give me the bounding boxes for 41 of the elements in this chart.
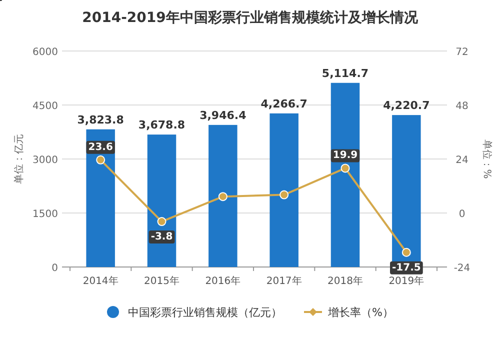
- y-tick-label: 6000: [32, 47, 58, 58]
- bar: [270, 113, 298, 267]
- point: [280, 190, 289, 200]
- data-label: 3,678.8: [138, 118, 186, 132]
- y2-tick-label: 24: [456, 155, 468, 166]
- data-label: 3,946.4: [200, 108, 247, 122]
- data-label: -3.8: [150, 232, 173, 243]
- data-label: 5,114.7: [322, 66, 369, 80]
- y2-axis-title: 单位：%: [481, 139, 493, 179]
- x-tick-label: 2014年: [82, 275, 118, 287]
- x-tick-label: 2018年: [328, 275, 363, 287]
- point: [340, 164, 350, 173]
- y2-tick-label: 48: [456, 101, 468, 112]
- data-label: 3,823.8: [77, 113, 124, 126]
- data-label: 4,266.7: [260, 97, 308, 110]
- bar: [208, 124, 238, 267]
- y2-tick-label: 72: [456, 47, 468, 58]
- y2-tick-label: -24: [454, 263, 470, 274]
- chart-title: 2014-2019年中国彩票行业销售规模统计及增长情况: [82, 9, 419, 26]
- y2-tick-label: 0: [458, 209, 466, 220]
- y-axis-title: 单位：亿元: [13, 134, 25, 184]
- x-tick-label: 2017年: [266, 275, 302, 287]
- y-tick-label: 0: [52, 263, 58, 274]
- x-tick-label: 2019年: [388, 275, 424, 287]
- data-label: -17.5: [392, 262, 421, 274]
- data-label: 4,220.7: [383, 99, 430, 112]
- data-label: 23.6: [88, 142, 113, 153]
- y-tick-label: 1500: [32, 209, 58, 220]
- point: [96, 155, 106, 164]
- x-tick-label: 2016年: [205, 275, 241, 287]
- legend-label: 增长率（%）: [327, 306, 394, 319]
- point: [402, 248, 411, 257]
- legend-label: 中国彩票行业销售规模（亿元）: [128, 306, 282, 319]
- point: [157, 217, 166, 226]
- x-tick-label: 2015年: [144, 275, 180, 287]
- y-tick-label: 3000: [32, 155, 58, 166]
- bar: [147, 134, 176, 267]
- data-label: 19.9: [332, 150, 358, 162]
- point: [218, 192, 228, 202]
- bar: [330, 82, 360, 267]
- y-tick-label: 4500: [32, 101, 58, 112]
